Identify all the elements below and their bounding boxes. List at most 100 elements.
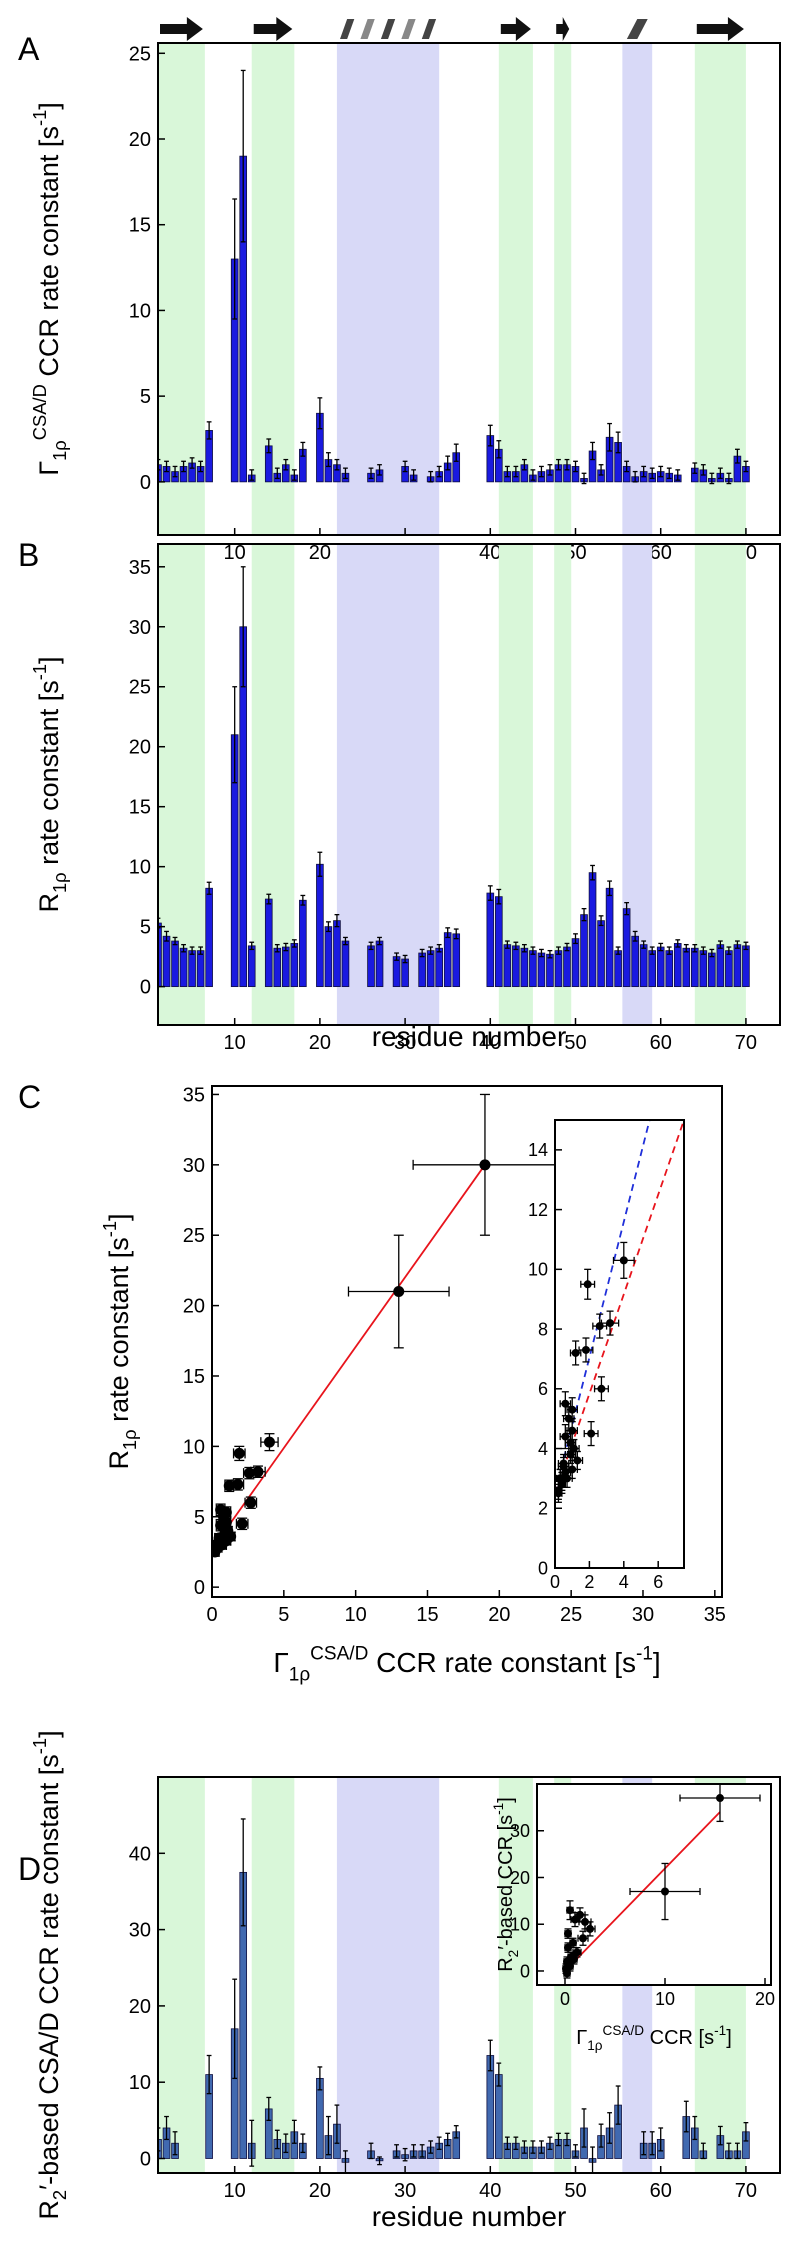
bar: [588, 872, 597, 988]
axes-frame: [536, 1783, 772, 1986]
bar: [486, 892, 495, 988]
y-tick-label: 0: [538, 1558, 548, 1578]
error-bar: [368, 467, 374, 480]
error-bar: [649, 946, 655, 955]
error-bar: [453, 928, 459, 940]
error-bar: [632, 470, 638, 483]
point: [564, 1929, 572, 1938]
axes-frame: [157, 543, 781, 1026]
error-bar: [189, 457, 195, 469]
label-part: 1ρ: [49, 872, 70, 893]
point: [212, 1546, 221, 1558]
error-bar: [453, 443, 459, 462]
strand-region: [251, 43, 295, 535]
y-tick-label: 30: [129, 1920, 151, 1942]
plot-area: [158, 43, 750, 535]
error-bar: [164, 2115, 169, 2141]
x-tick-label: 10: [224, 2180, 246, 2202]
strand-region: [158, 1777, 205, 2173]
error-bar: [368, 941, 374, 951]
error-bar: [249, 2119, 255, 2167]
point: [581, 1345, 590, 1354]
y-tick-label: 20: [129, 737, 151, 759]
bar: [196, 950, 205, 988]
error-bar: [496, 888, 502, 905]
error-bar: [683, 2100, 689, 2133]
error-bar: [232, 198, 238, 320]
x-axis-label: residue number: [372, 1021, 567, 1052]
point: [393, 1286, 405, 1298]
bar: [614, 950, 622, 988]
error-bar: [232, 1978, 238, 2080]
point: [597, 1384, 606, 1393]
point: [561, 1432, 570, 1441]
x-tick-label: 30: [394, 1032, 416, 1054]
strand-arrow: [160, 17, 203, 41]
error-bar: [709, 472, 715, 485]
bar: [673, 943, 682, 988]
x-tick-label: 4: [619, 1572, 629, 1592]
error-bar: [504, 940, 510, 949]
error-bar: [206, 881, 212, 895]
error-bar: [343, 936, 348, 946]
bar: [503, 944, 512, 988]
error-bar: [317, 397, 323, 430]
error-bar: [249, 941, 255, 951]
strand-region: [158, 43, 205, 535]
error-bar: [419, 2144, 425, 2158]
error-bar: [564, 458, 570, 471]
y-tick-label: 30: [183, 1155, 205, 1177]
error-bar: [573, 933, 578, 945]
error-bar: [274, 943, 280, 953]
x-tick-label: 20: [488, 1604, 510, 1626]
error-bar: [700, 946, 706, 955]
error-bar: [675, 469, 681, 481]
x-tick-label: 70: [735, 2180, 757, 2202]
error-bar: [717, 467, 723, 480]
point: [233, 1447, 245, 1459]
y-tick-label: 30: [129, 617, 151, 639]
x-tick-label: 10: [224, 542, 246, 564]
y-tick-label: 35: [129, 557, 151, 579]
error-bar: [615, 946, 621, 955]
point: [225, 1530, 237, 1542]
strand-region: [554, 43, 572, 535]
x-error-bar: [796, 669, 800, 676]
label-part: -1: [491, 1803, 506, 1815]
error-bar: [377, 2156, 382, 2166]
x-tick-label: 30: [632, 1604, 654, 1626]
helix-region: [336, 43, 440, 535]
error-bar: [658, 465, 664, 478]
x-tick-label: 40: [479, 542, 501, 564]
point: [569, 1444, 578, 1453]
error-bar: [539, 2140, 544, 2154]
error-bar: [402, 954, 408, 964]
label-part: R: [495, 1957, 517, 1971]
error-bar: [453, 2125, 459, 2139]
point: [619, 1256, 628, 1265]
point: [243, 1467, 255, 1479]
label-part: -1: [636, 1643, 653, 1664]
y-tick-label: 15: [129, 797, 151, 819]
bar: [597, 920, 605, 988]
point: [576, 1910, 584, 1919]
label-part: CCR rate constant [s: [368, 1647, 636, 1678]
bar: [281, 946, 290, 988]
bar: [529, 950, 537, 988]
point: [223, 1480, 235, 1492]
error-bar: [377, 464, 382, 476]
error-bar: [300, 441, 306, 457]
y-tick-label: 0: [520, 1961, 530, 1981]
x-tick-label: 10: [655, 1989, 675, 2009]
error-bar: [291, 2119, 297, 2144]
error-bar: [649, 2131, 655, 2156]
bar: [452, 933, 461, 988]
x-tick-label: 50: [564, 2180, 586, 2202]
point: [568, 1405, 577, 1414]
error-bar: [598, 2123, 604, 2148]
y-tick-label: 30: [510, 1821, 530, 1841]
bar: [520, 947, 529, 988]
x-tick-label: 60: [650, 2180, 672, 2202]
x-tick-label: 60: [650, 542, 672, 564]
error-bar: [198, 946, 203, 955]
